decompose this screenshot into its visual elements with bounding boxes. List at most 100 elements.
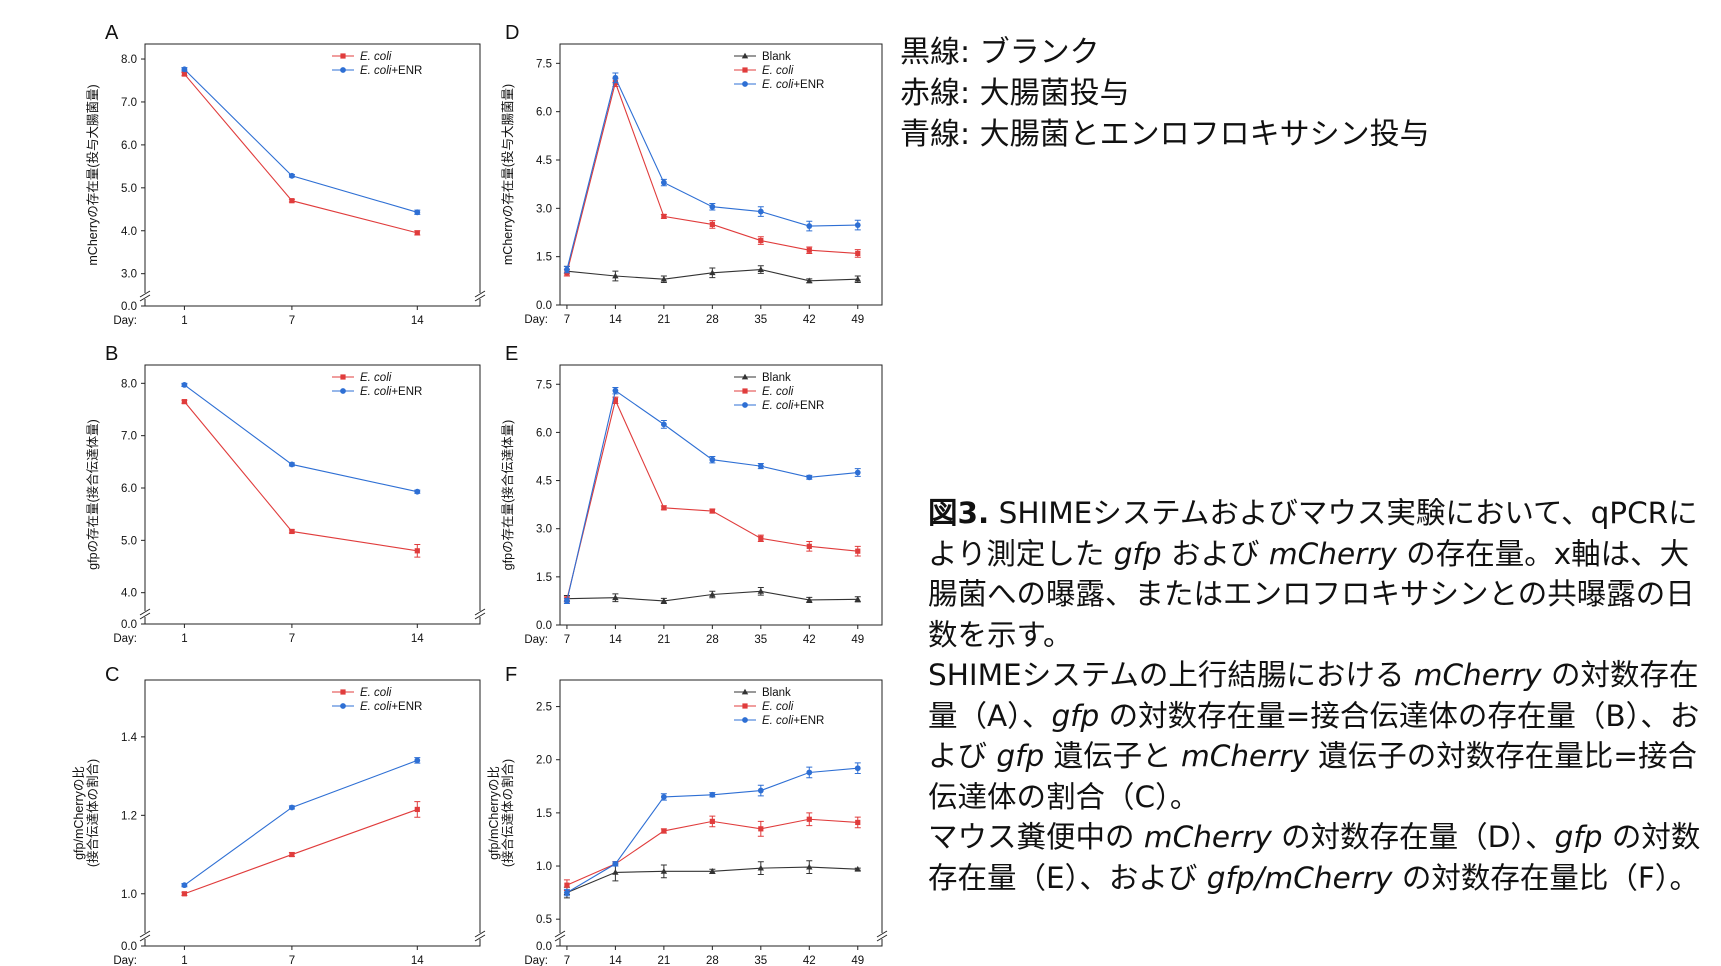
y-tick-label: 1.5 [536,572,552,584]
data-point [289,198,295,204]
y-axis-label: mCherryの存在量(投与大腸菌量) [85,84,100,265]
series-line [566,818,858,886]
plot-frame [144,364,481,625]
data-point [612,594,619,601]
legend-line-ecoli-enr: 青線: 大腸菌とエンロフロキサシン投与 [900,117,1430,152]
legend-label: Blank [762,51,791,63]
series-line [184,759,418,886]
legend-entry-ecoli_enr: E. coli+ENR [332,65,422,77]
series-line [183,401,418,552]
data-point [564,598,570,604]
panel-a: A 0.0 3.0 4.0 5.0 6.0 7.0 8.0 1 7 14 Day: mCherryの存在… [85,22,486,327]
series-ecoli [181,399,421,558]
data-point [181,66,188,73]
legend-entry-blank: Blank [734,372,791,384]
y-axis-break-gap [878,933,886,939]
data-point [181,882,188,889]
data-point [289,851,295,858]
legend-label: E. coli [762,65,794,77]
series-ecoli [563,396,861,603]
y-tick-label: 4.0 [121,588,137,600]
y-tick-label: 1.0 [121,889,137,901]
data-point [414,230,420,236]
legend-label: E. coli+ENR [360,65,422,77]
data-point [806,596,813,603]
series-line [184,68,418,213]
legend-label: E. coli+ENR [360,701,422,713]
data-point [757,587,765,594]
y-axis-label-secondary: (接合伝達体の割合) [85,759,100,867]
legend-swatch-marker [340,374,346,380]
data-point [660,794,667,800]
data-point [806,769,813,776]
panel-label: D [505,22,519,44]
y-tick-label: 6.0 [121,140,137,152]
x-tick-label: 14 [411,955,424,966]
y-axis-break-mark [876,930,888,942]
data-point [757,864,765,871]
y-axis-label: gfpの存在量(接合伝達体量) [500,420,515,571]
y-tick-label: 5.0 [121,535,137,547]
data-point [757,208,764,215]
data-point [181,71,188,77]
y-tick-label: 6.0 [121,483,137,495]
data-point [612,272,619,279]
panel-e: E 0.0 1.5 3.0 4.5 6.0 7.5 7 14 21 28 35 42 49 Day: gfpの… [500,343,883,646]
y-axis-break-mark [474,290,486,302]
data-point [709,456,716,463]
data-point [709,269,716,276]
y-tick-label: 1.2 [121,810,137,822]
caption-gene-name: gfp [1554,820,1603,854]
y-tick-label: 5.0 [121,183,137,195]
y-axis-break-gap [476,933,484,939]
y-axis-label: mCherryの存在量(投与大腸菌量) [500,84,515,265]
y-tick-label: 1.0 [536,861,552,873]
data-point [854,765,861,772]
data-point [564,882,570,888]
plot-frame [144,679,481,947]
x-tick-label: 28 [706,634,719,646]
series-ecoli_enr [181,381,421,495]
data-point [181,891,188,897]
series-blank [563,586,861,604]
x-tick-label: 49 [851,634,864,646]
y-axis-break-gap [476,611,484,617]
x-tick-label: 35 [754,634,767,646]
y-tick-label: 0.0 [121,941,137,953]
data-point [564,889,570,896]
series-line [183,73,418,234]
data-point [757,463,764,470]
series-ecoli_enr [181,757,421,889]
x-tick-label: 42 [803,955,816,966]
data-point [855,548,861,554]
legend-swatch-marker [340,53,346,59]
y-axis-break-gap [141,293,149,299]
legend-swatch-marker [340,689,346,695]
data-point [661,505,667,511]
y-tick-label: 6.0 [536,107,552,119]
x-tick-label: 21 [657,314,670,326]
panel-label: C [105,664,119,686]
data-point [854,865,861,872]
data-point [612,861,619,867]
figure-panels: A 0.0 3.0 4.0 5.0 6.0 7.0 8.0 1 7 14 Day: mCherryの存在… [72,22,888,966]
data-point [806,223,813,229]
legend-entry-ecoli_enr: E. coli+ENR [734,79,824,91]
data-point [660,275,668,282]
data-point [414,488,421,495]
data-point [854,469,861,476]
panel-label: A [105,22,119,44]
legend-label: E. coli [762,386,794,398]
color-key-legend: 黒線: ブランク 赤線: 大腸菌投与 青線: 大腸菌とエンロフロキサシン投与 [900,32,1430,155]
data-point [806,863,813,870]
y-tick-label: 7.0 [121,431,137,443]
y-tick-label: 3.0 [536,524,552,536]
y-tick-label: 1.5 [536,252,552,264]
data-point [854,275,861,282]
legend-entry-ecoli: E. coli [734,386,794,398]
caption-gene-name: gfp [1113,536,1162,571]
y-axis-break-mark [139,608,151,620]
y-tick-label: 4.0 [121,226,137,238]
y-tick-label: 4.5 [536,155,552,167]
data-point [806,247,812,253]
